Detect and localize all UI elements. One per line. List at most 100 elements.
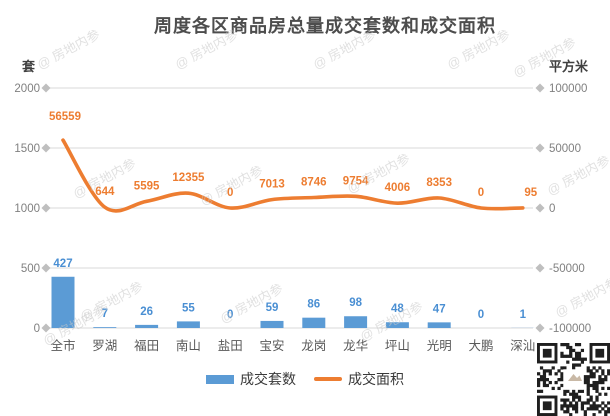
qr-module: [539, 375, 544, 379]
right-axis-tick: 0: [549, 203, 555, 215]
qr-module: [569, 348, 573, 353]
right-axis-tick: 100000: [549, 83, 587, 95]
line-value-label: 4006: [385, 182, 411, 194]
category-label: 光明: [427, 339, 452, 353]
qr-module: [601, 378, 605, 382]
qr-module: [563, 366, 567, 370]
qr-logo-icon: [568, 374, 582, 381]
qr-module: [539, 389, 544, 393]
qr-module: [583, 401, 587, 405]
qr-module: [569, 401, 573, 405]
bar-value-label: 1: [520, 309, 527, 321]
qr-module: [604, 392, 608, 396]
legend: 成交套数 成交面积: [0, 370, 610, 388]
bar: [51, 276, 75, 328]
qr-module: [595, 383, 599, 388]
qr-module: [595, 380, 599, 385]
qr-module: [607, 410, 610, 414]
qr-module: [598, 380, 602, 385]
bar: [260, 320, 284, 328]
qr-module: [563, 354, 567, 358]
qr-module: [542, 375, 547, 379]
qr-module: [574, 357, 579, 361]
qr-module: [563, 410, 567, 414]
line-value-label: 0: [478, 187, 484, 199]
qr-module: [586, 375, 590, 379]
qr-module: [586, 392, 590, 396]
bar: [93, 327, 117, 328]
left-axis-tick: 2000: [14, 83, 40, 95]
qr-module: [595, 386, 599, 391]
qr-module: [604, 375, 608, 379]
qr-module: [572, 357, 576, 361]
grid-diamond-left-icon: [41, 323, 51, 333]
qr-module: [551, 366, 555, 370]
qr-module: [542, 369, 547, 373]
qr-module: [560, 407, 564, 411]
qr-module: [580, 407, 585, 411]
qr-module: [580, 357, 585, 361]
qr-module: [569, 404, 573, 408]
left-axis-unit-label: 套: [22, 59, 36, 74]
qr-module: [560, 378, 564, 382]
qr-module: [595, 407, 599, 411]
left-axis-tick: 500: [21, 263, 40, 275]
bar-value-label: 0: [478, 309, 484, 321]
qr-module: [560, 404, 564, 408]
qr-module: [583, 380, 587, 385]
qr-module: [574, 410, 579, 414]
qr-module: [557, 369, 561, 373]
bar: [135, 324, 159, 328]
bar-value-label: 55: [182, 302, 195, 314]
bar-value-label: 0: [227, 309, 233, 321]
qr-module: [569, 392, 573, 396]
qr-module: [598, 366, 602, 370]
right-axis-tick: -100000: [549, 323, 591, 335]
qr-module: [560, 383, 564, 388]
category-label: 宝安: [259, 338, 284, 353]
qr-module: [539, 378, 544, 382]
qr-module: [583, 413, 587, 416]
qr-module: [574, 404, 579, 408]
qr-module: [537, 372, 541, 376]
legend-bar-label: 成交套数: [240, 371, 296, 387]
qr-module: [548, 372, 552, 376]
qr-module: [577, 395, 582, 399]
qr-module: [586, 383, 590, 388]
legend-line-swatch-icon: [314, 377, 342, 381]
qr-finder: [542, 401, 552, 411]
qr-module: [601, 401, 605, 405]
grid-diamond-right-icon: [535, 143, 545, 153]
qr-module: [595, 404, 599, 408]
qr-module: [542, 378, 547, 382]
qr-module: [572, 407, 576, 411]
bar-value-label: 26: [140, 306, 153, 318]
legend-item-line: 成交面积: [314, 369, 404, 389]
qr-module: [577, 343, 582, 347]
category-label: 深汕: [510, 339, 535, 353]
qr-module: [560, 375, 564, 379]
qr-module: [598, 392, 602, 396]
grid-diamond-left-icon: [41, 83, 51, 93]
qr-module: [545, 369, 549, 373]
qr-module: [539, 366, 544, 370]
qr-module: [560, 398, 564, 402]
qr-module: [566, 343, 570, 347]
qr-module: [569, 351, 573, 355]
qr-module: [577, 398, 582, 402]
chart-title: 周度各区商品房总量成交套数和成交面积: [154, 16, 496, 36]
qr-module: [572, 392, 576, 396]
qr-module: [601, 372, 605, 376]
qr-module: [574, 401, 579, 405]
line-value-label: 0: [227, 187, 233, 199]
line-value-label: 8353: [426, 177, 452, 189]
qr-module: [604, 404, 608, 408]
category-label: 大鹏: [468, 339, 493, 353]
qr-module: [592, 380, 596, 385]
qr-module: [592, 401, 596, 405]
qr-module: [572, 363, 576, 367]
qr-module: [589, 383, 593, 388]
grid-diamond-left-icon: [41, 263, 51, 273]
